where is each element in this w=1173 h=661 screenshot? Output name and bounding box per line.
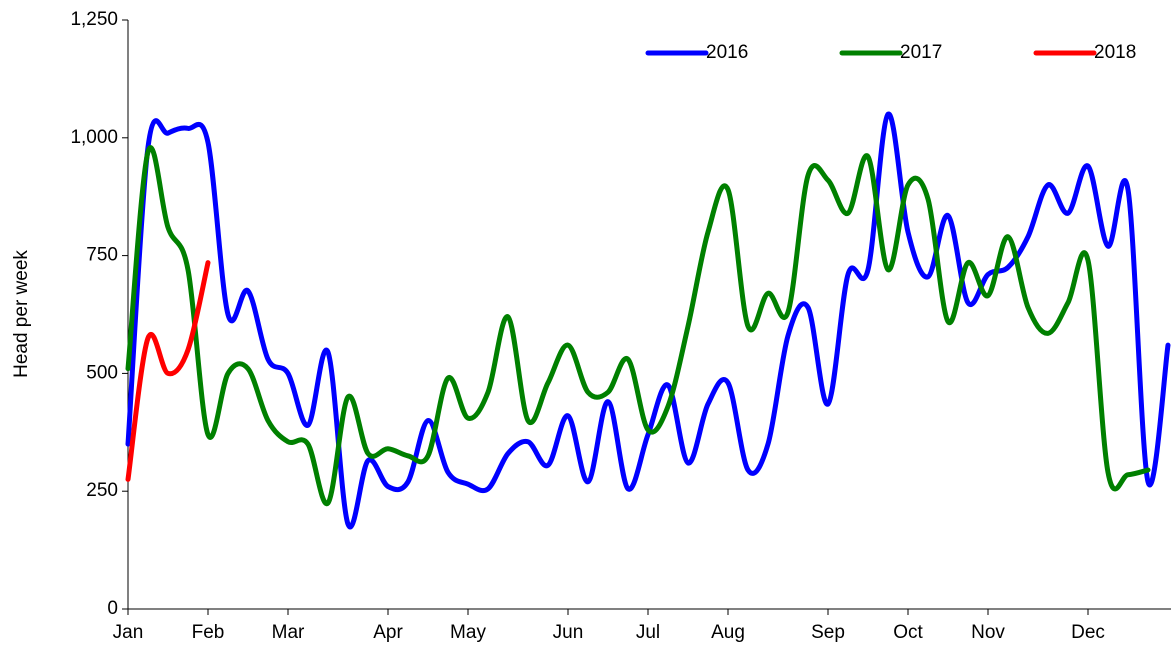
x-tick-label: Dec	[1071, 622, 1105, 643]
x-tick-label: Sep	[811, 622, 845, 643]
y-tick-label: 0	[107, 598, 118, 619]
legend-label: 2018	[1094, 42, 1136, 63]
legend-label: 2017	[900, 42, 942, 63]
x-tick-label: Feb	[192, 622, 225, 643]
x-tick-label: Mar	[272, 622, 305, 643]
series-line	[125, 111, 1171, 530]
y-axis-label: Head per week	[11, 250, 32, 378]
x-tick-label: Oct	[893, 622, 923, 643]
y-tick-label: 1,250	[70, 9, 118, 30]
series-line	[125, 145, 1151, 506]
x-tick-label: May	[450, 622, 486, 643]
x-tick-label: Jul	[636, 622, 660, 643]
x-tick-label: Aug	[711, 622, 745, 643]
x-tick-label: Nov	[971, 622, 1005, 643]
legend-label: 2016	[706, 42, 748, 63]
y-tick-label: 250	[86, 480, 118, 501]
x-tick-label: Apr	[373, 622, 403, 643]
series-line	[125, 260, 211, 482]
x-tick-label: Jan	[113, 622, 144, 643]
y-tick-label: 500	[86, 362, 118, 383]
y-tick-label: 750	[86, 245, 118, 266]
y-tick-label: 1,000	[70, 127, 118, 148]
x-tick-label: Jun	[553, 622, 584, 643]
